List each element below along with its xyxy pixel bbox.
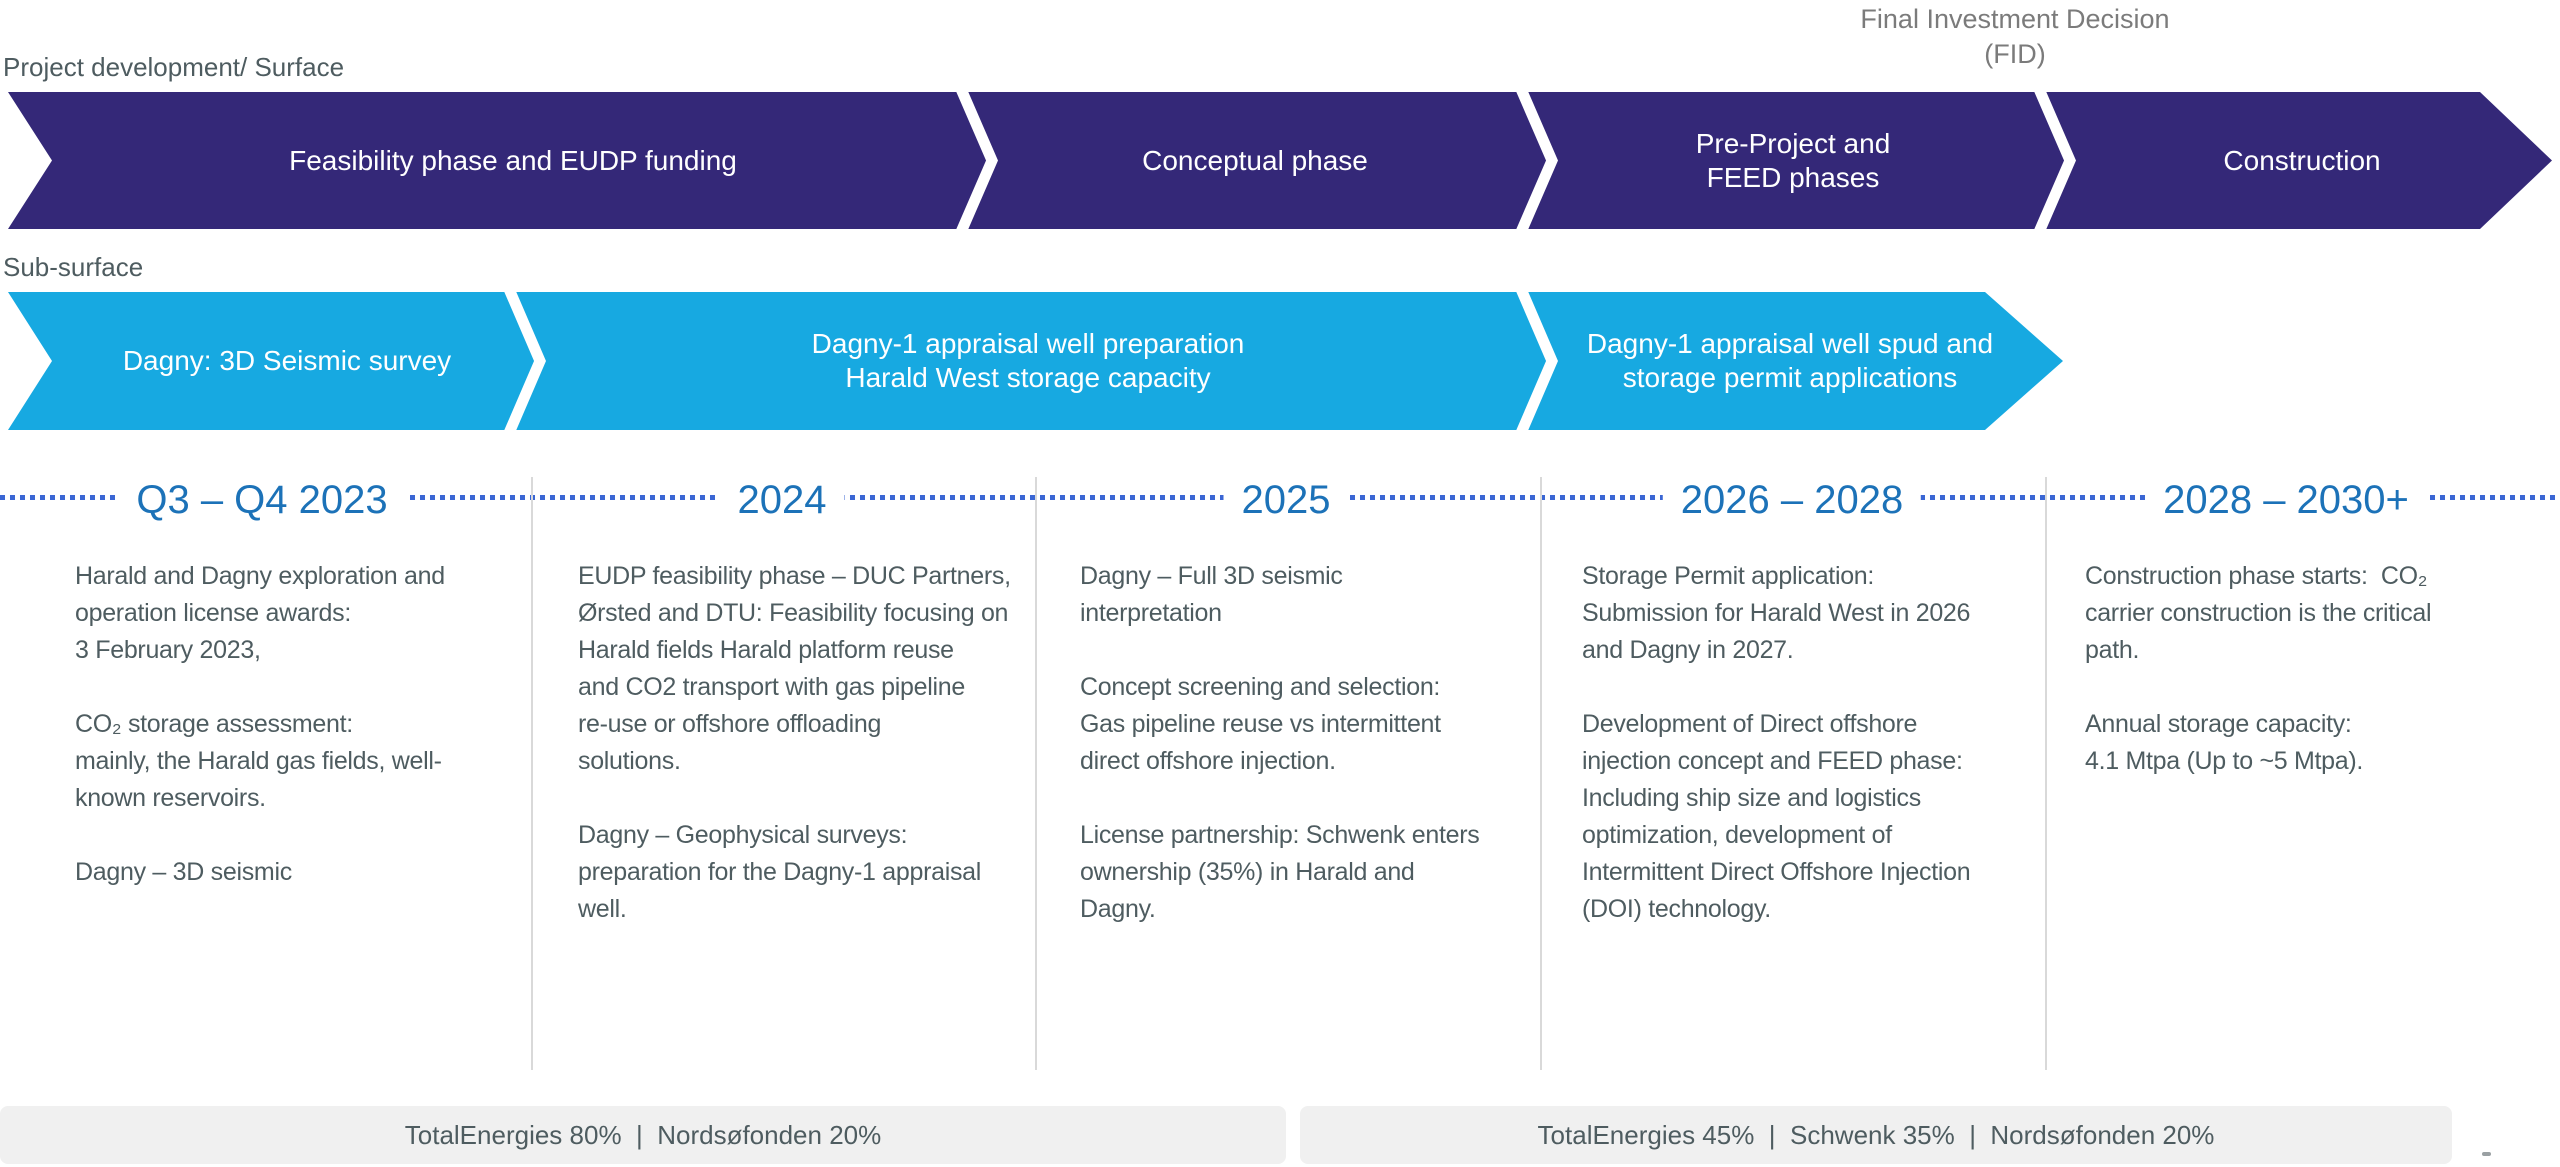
column-body-2025: Dagny – Full 3D seismic interpretation C… (1080, 562, 1480, 923)
timeline-period-2: 2024 (719, 477, 845, 523)
surface-band (8, 92, 2552, 229)
ownership-bar-later-phases: TotalEnergies 45% | Schwenk 35% | Nordsø… (1300, 1106, 2452, 1164)
chevron-separator-icon (1516, 92, 1558, 229)
ownership-bar-feasibility: TotalEnergies 80% | Nordsøfonden 20% (0, 1106, 1286, 1164)
column-separator-2 (1035, 477, 1037, 1070)
surface-band-shape (8, 92, 2552, 229)
surface-phase-preproject-feed: Pre-Project and FEED phases (1695, 128, 1891, 193)
timeline-period-4: 2026 – 2028 (1662, 477, 1922, 523)
column-body-2024: EUDP feasibility phase – DUC Partners, Ø… (578, 562, 1011, 923)
surface-phase-conceptual: Conceptual phase (1142, 145, 1368, 176)
subsurface-phase-well-preparation: Dagny-1 appraisal well preparation Haral… (811, 328, 1245, 393)
surface-phase-feasibility: Feasibility phase and EUDP funding (289, 145, 737, 176)
stray-mark (2482, 1152, 2491, 1156)
surface-phase-construction: Construction (2223, 145, 2381, 176)
subsurface-phase-well-spud: Dagny-1 appraisal well spud and storage … (1586, 328, 1994, 393)
chevron-separator-icon (956, 92, 998, 229)
timeline-period-3: 2025 (1223, 477, 1349, 523)
subsurface-band (8, 292, 2063, 430)
chevron-separator-icon (2034, 92, 2076, 229)
chevron-separator-icon (1516, 292, 1558, 430)
column-body-2028-2030: Construction phase starts: CO₂ carrier c… (2085, 562, 2432, 775)
chevron-separator-icon (504, 292, 546, 430)
subsurface-phase-seismic-survey: Dagny: 3D Seismic survey (122, 345, 452, 376)
column-separator-1 (531, 477, 533, 1070)
timeline-period-1: Q3 – Q4 2023 (118, 477, 406, 523)
subsurface-row-label: Sub-surface (3, 252, 144, 282)
column-separator-4 (2045, 477, 2047, 1070)
surface-row-label: Project development/ Surface (3, 52, 345, 82)
timeline-period-5: 2028 – 2030+ (2145, 477, 2427, 523)
column-separator-3 (1540, 477, 1542, 1070)
column-body-2023: Harald and Dagny exploration and operati… (75, 562, 445, 886)
fid-label: Final Investment Decision (FID) (1860, 4, 2170, 69)
column-body-2026-2028: Storage Permit application: Submission f… (1582, 562, 1971, 923)
